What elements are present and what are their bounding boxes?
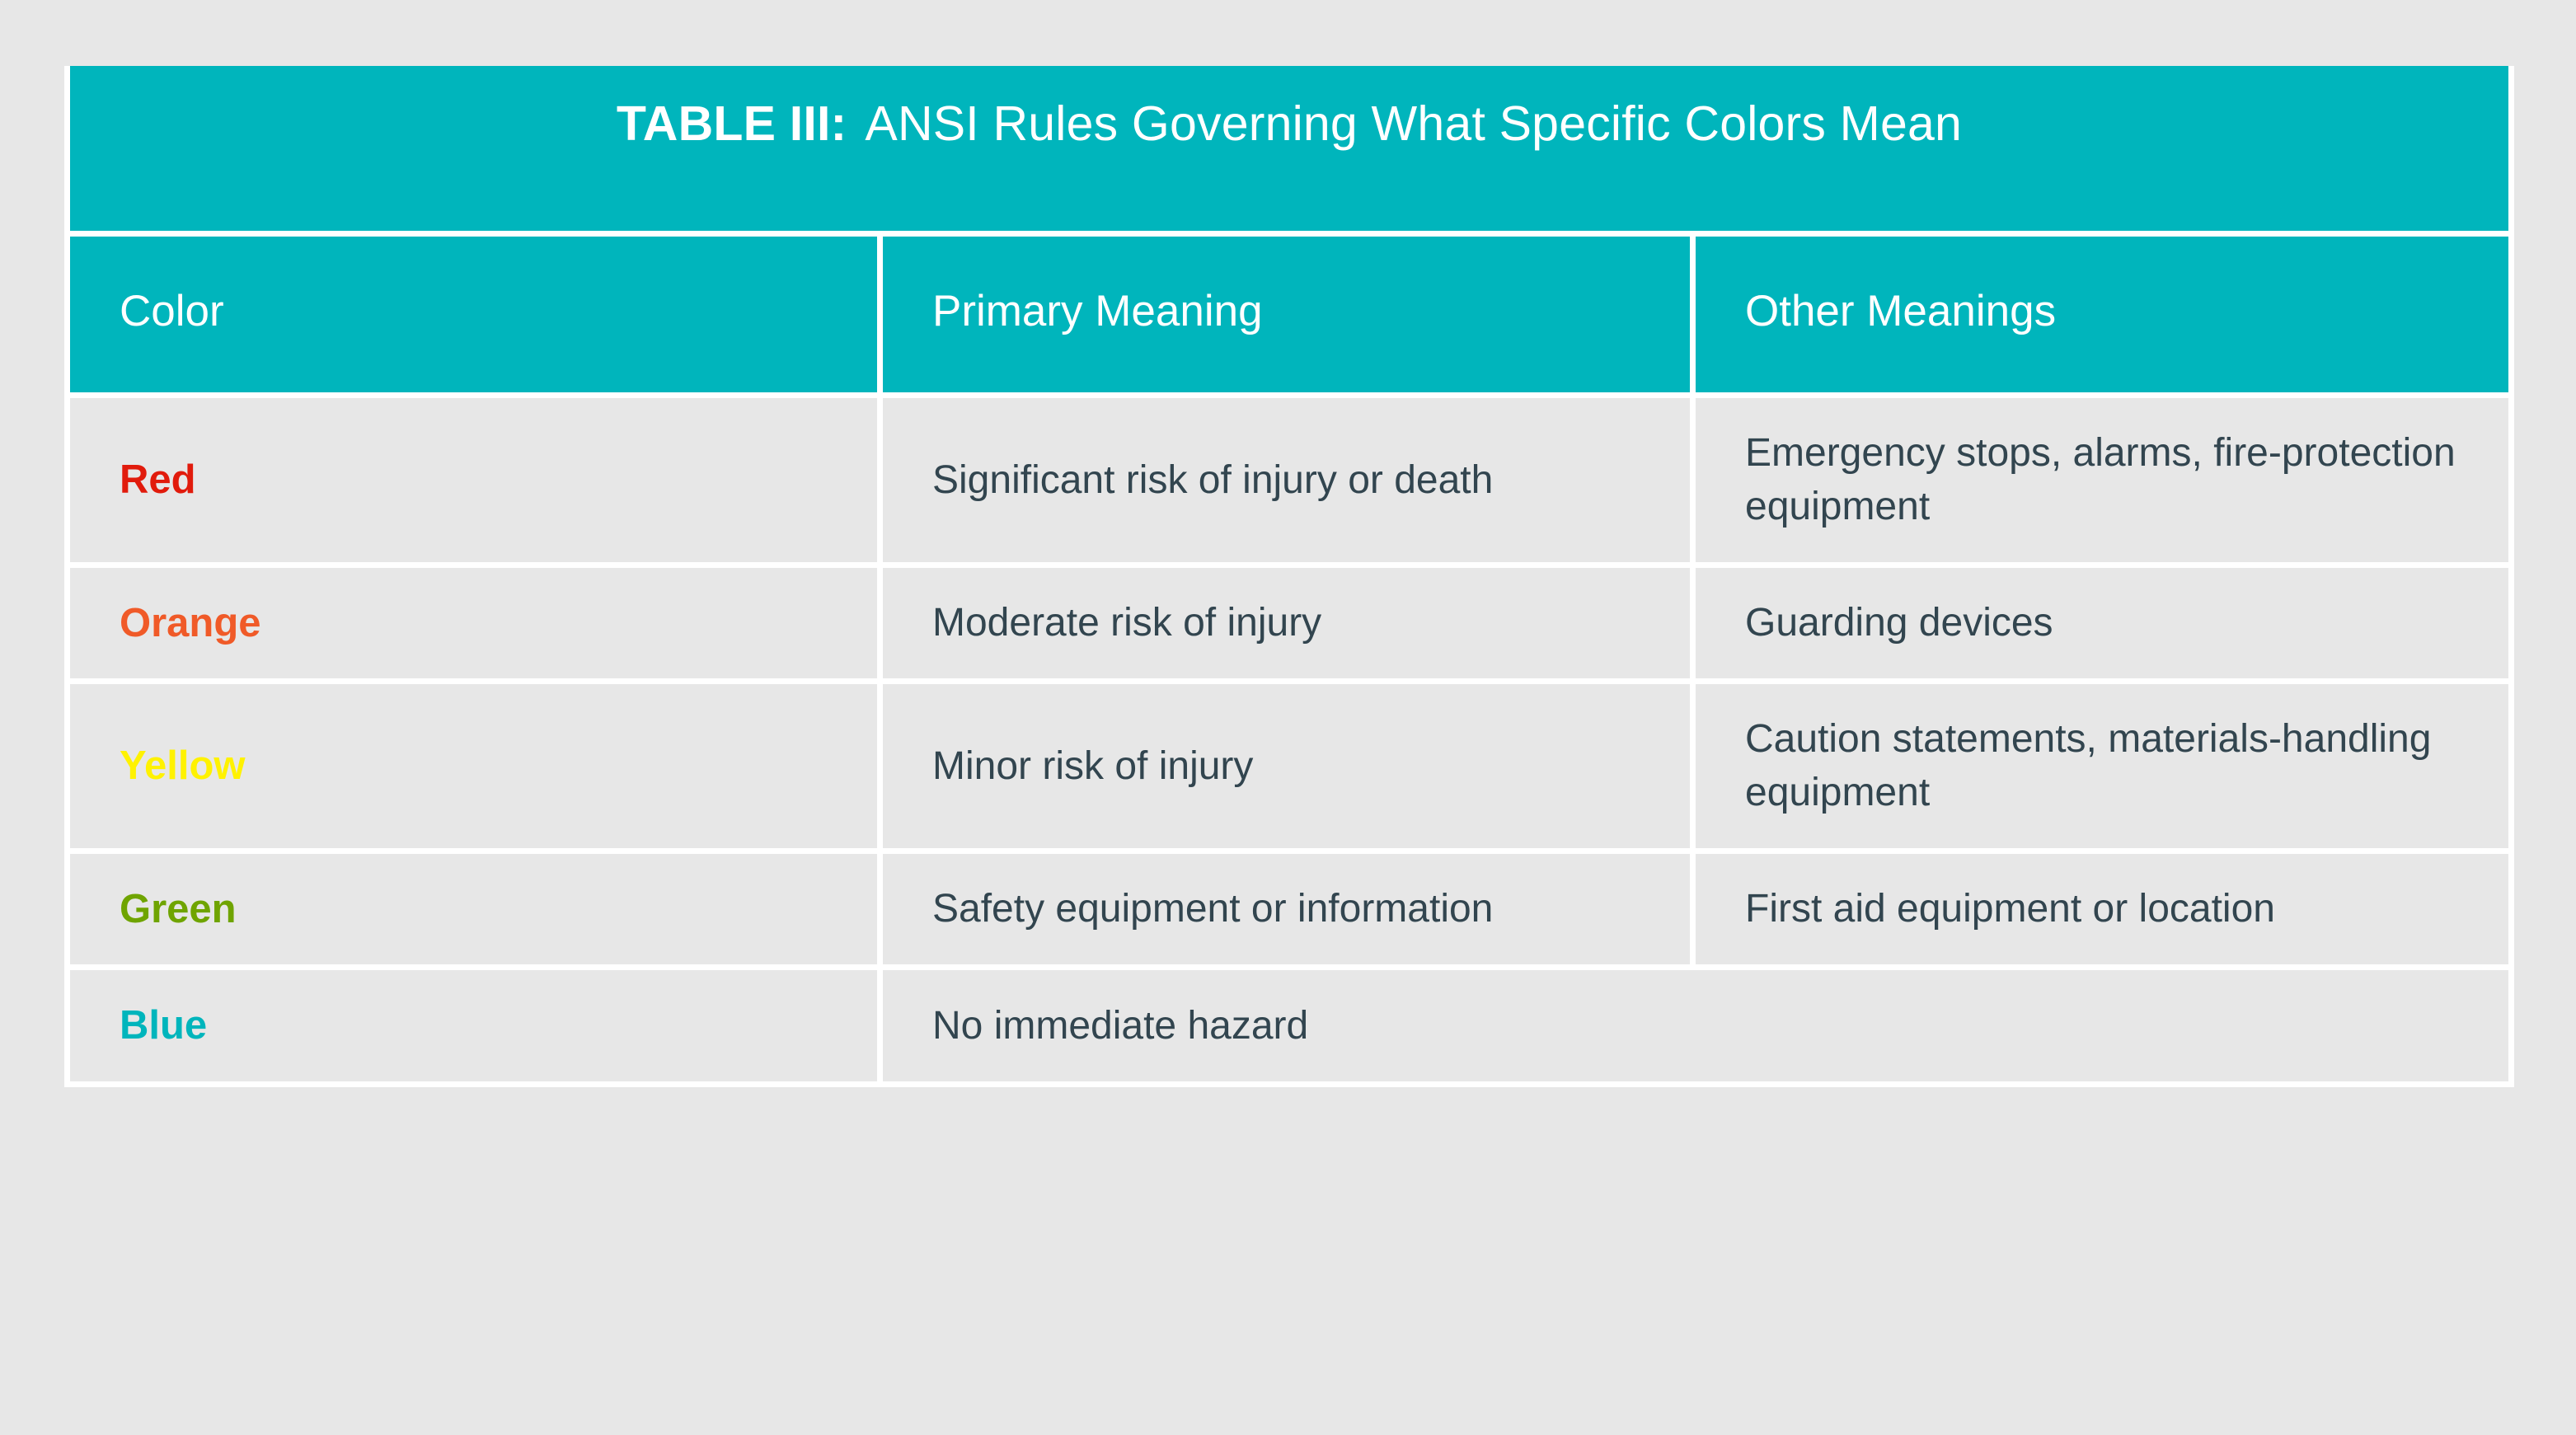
color-name-yellow: Yellow [120, 743, 246, 789]
cell-other-meanings [1696, 970, 2508, 1081]
color-name-orange: Orange [120, 600, 261, 645]
table-body: Red Significant risk of injury or death … [70, 398, 2508, 1081]
color-name-blue: Blue [120, 1003, 208, 1048]
column-header-color: Color [70, 237, 883, 398]
ansi-color-table-container: TABLE III: ANSI Rules Governing What Spec… [64, 66, 2514, 1087]
cell-color: Red [70, 398, 883, 568]
table-row: Yellow Minor risk of injury Caution stat… [70, 684, 2508, 854]
table-header-row: Color Primary Meaning Other Meanings [70, 237, 2508, 398]
cell-other-meanings: Caution statements, materials-handling e… [1696, 684, 2508, 854]
cell-color: Green [70, 853, 883, 971]
table-row: Red Significant risk of injury or death … [70, 398, 2508, 568]
cell-primary-meaning: Safety equipment or information [883, 853, 1696, 971]
table-row: Green Safety equipment or information Fi… [70, 853, 2508, 971]
column-header-primary-meaning: Primary Meaning [883, 237, 1696, 398]
table-row: Orange Moderate risk of injury Guarding … [70, 567, 2508, 685]
table-header: Color Primary Meaning Other Meanings [70, 237, 2508, 398]
cell-other-meanings: Guarding devices [1696, 567, 2508, 685]
cell-primary-meaning: Minor risk of injury [883, 684, 1696, 854]
cell-other-meanings: Emergency stops, alarms, fire-protection… [1696, 398, 2508, 568]
cell-color: Orange [70, 567, 883, 685]
cell-color: Yellow [70, 684, 883, 854]
table-row: Blue No immediate hazard [70, 970, 2508, 1081]
cell-other-meanings: First aid equipment or location [1696, 853, 2508, 971]
table-title-bar: TABLE III: ANSI Rules Governing What Spec… [70, 66, 2508, 237]
cell-primary-meaning: Significant risk of injury or death [883, 398, 1696, 568]
ansi-color-table: TABLE III: ANSI Rules Governing What Spec… [70, 66, 2508, 1081]
color-name-red: Red [120, 457, 196, 502]
column-header-other-meanings: Other Meanings [1696, 237, 2508, 398]
table-title: TABLE III: ANSI Rules Governing What Spec… [120, 96, 2459, 151]
cell-primary-meaning: No immediate hazard [883, 970, 1696, 1081]
cell-color: Blue [70, 970, 883, 1081]
cell-primary-meaning: Moderate risk of injury [883, 567, 1696, 685]
table-title-label: TABLE III: [616, 96, 847, 151]
color-name-green: Green [120, 886, 237, 931]
table-title-text: ANSI Rules Governing What Specific Color… [865, 96, 1963, 151]
